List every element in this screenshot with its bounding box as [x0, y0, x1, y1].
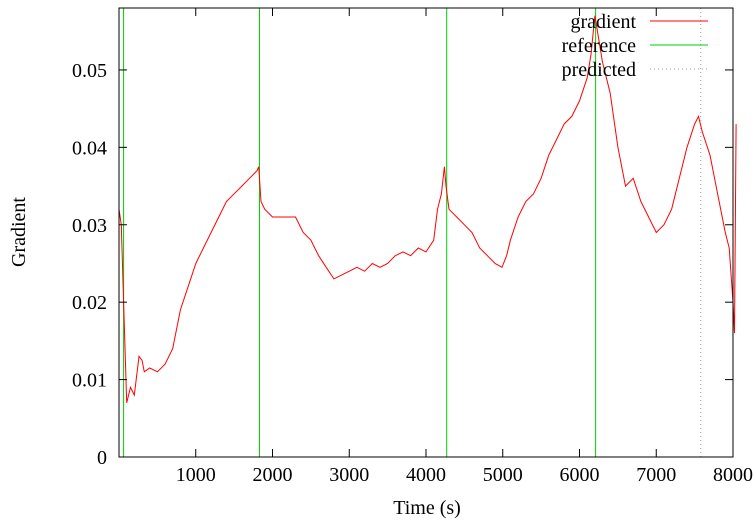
y-tick-label: 0.05 — [72, 60, 107, 82]
x-tick-label: 3000 — [329, 464, 369, 486]
x-tick-label: 4000 — [406, 464, 446, 486]
ref-lines-layer — [123, 8, 597, 457]
gradient-series-layer — [118, 15, 737, 403]
y-tick-label: 0.01 — [72, 370, 107, 392]
legend-label-gradient: gradient — [570, 11, 636, 33]
x-tick-label: 7000 — [636, 464, 676, 486]
y-tick-label: 0.04 — [72, 137, 107, 159]
gradient-series-line — [118, 15, 737, 403]
x-tick-label: 1000 — [176, 464, 216, 486]
legend-label-predicted: predicted — [562, 59, 636, 81]
ticks-layer — [119, 8, 734, 458]
legend: gradient reference predicted — [562, 11, 708, 81]
y-tick-label: 0.03 — [72, 215, 107, 237]
x-tick-label: 8000 — [713, 464, 753, 486]
x-axis-title: Time (s) — [393, 497, 461, 519]
x-tick-label: 5000 — [483, 464, 523, 486]
y-tick-label: 0.02 — [72, 292, 107, 314]
legend-label-reference: reference — [562, 35, 636, 57]
x-tick-label: 2000 — [253, 464, 293, 486]
y-axis-title: Gradient — [8, 197, 30, 267]
y-tick-label: 0 — [97, 447, 107, 469]
x-tick-label: 6000 — [560, 464, 600, 486]
y-tick-labels: 0 0.01 0.02 0.03 0.04 0.05 — [72, 60, 107, 469]
plot-frame — [118, 7, 734, 458]
x-tick-labels: 1000 2000 3000 4000 5000 6000 7000 8000 — [176, 464, 753, 486]
